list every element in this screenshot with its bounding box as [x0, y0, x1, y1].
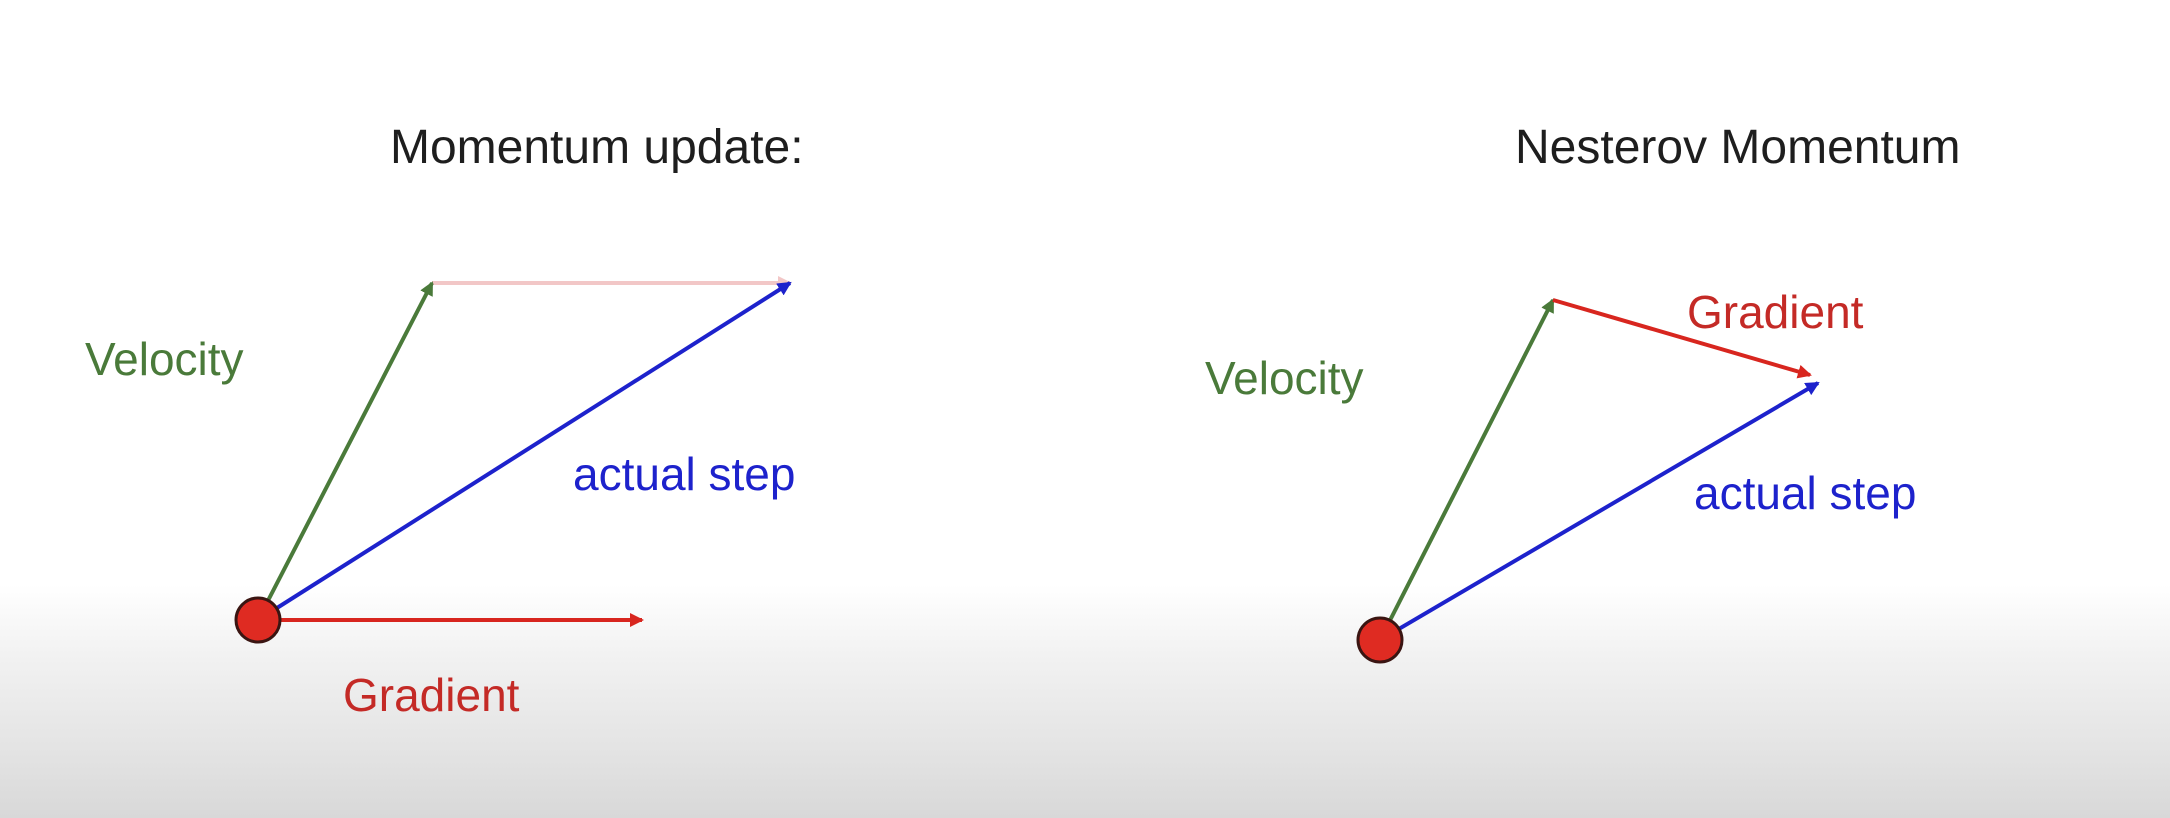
- right-velocity-arrow: [1378, 298, 1555, 641]
- left-gradient-label: Gradient: [343, 669, 520, 721]
- momentum-update-title: Momentum update:: [390, 121, 804, 174]
- right-gradient-arrow: [1552, 298, 1812, 379]
- left-actual-step-arrow: [256, 281, 792, 622]
- nesterov-momentum-title: Nesterov Momentum: [1515, 121, 1961, 174]
- right-velocity-label: Velocity: [1205, 352, 1364, 404]
- left-velocity-arrow: [256, 281, 434, 621]
- left-velocity-label: Velocity: [85, 333, 244, 385]
- left-actual-step-label: actual step: [573, 448, 796, 500]
- right-start-point: [1356, 616, 1404, 664]
- left-start-point: [234, 596, 282, 644]
- right-gradient-label: Gradient: [1687, 286, 1864, 338]
- right-actual-step-arrow: [1378, 381, 1820, 642]
- right-actual-step-label: actual step: [1694, 467, 1917, 519]
